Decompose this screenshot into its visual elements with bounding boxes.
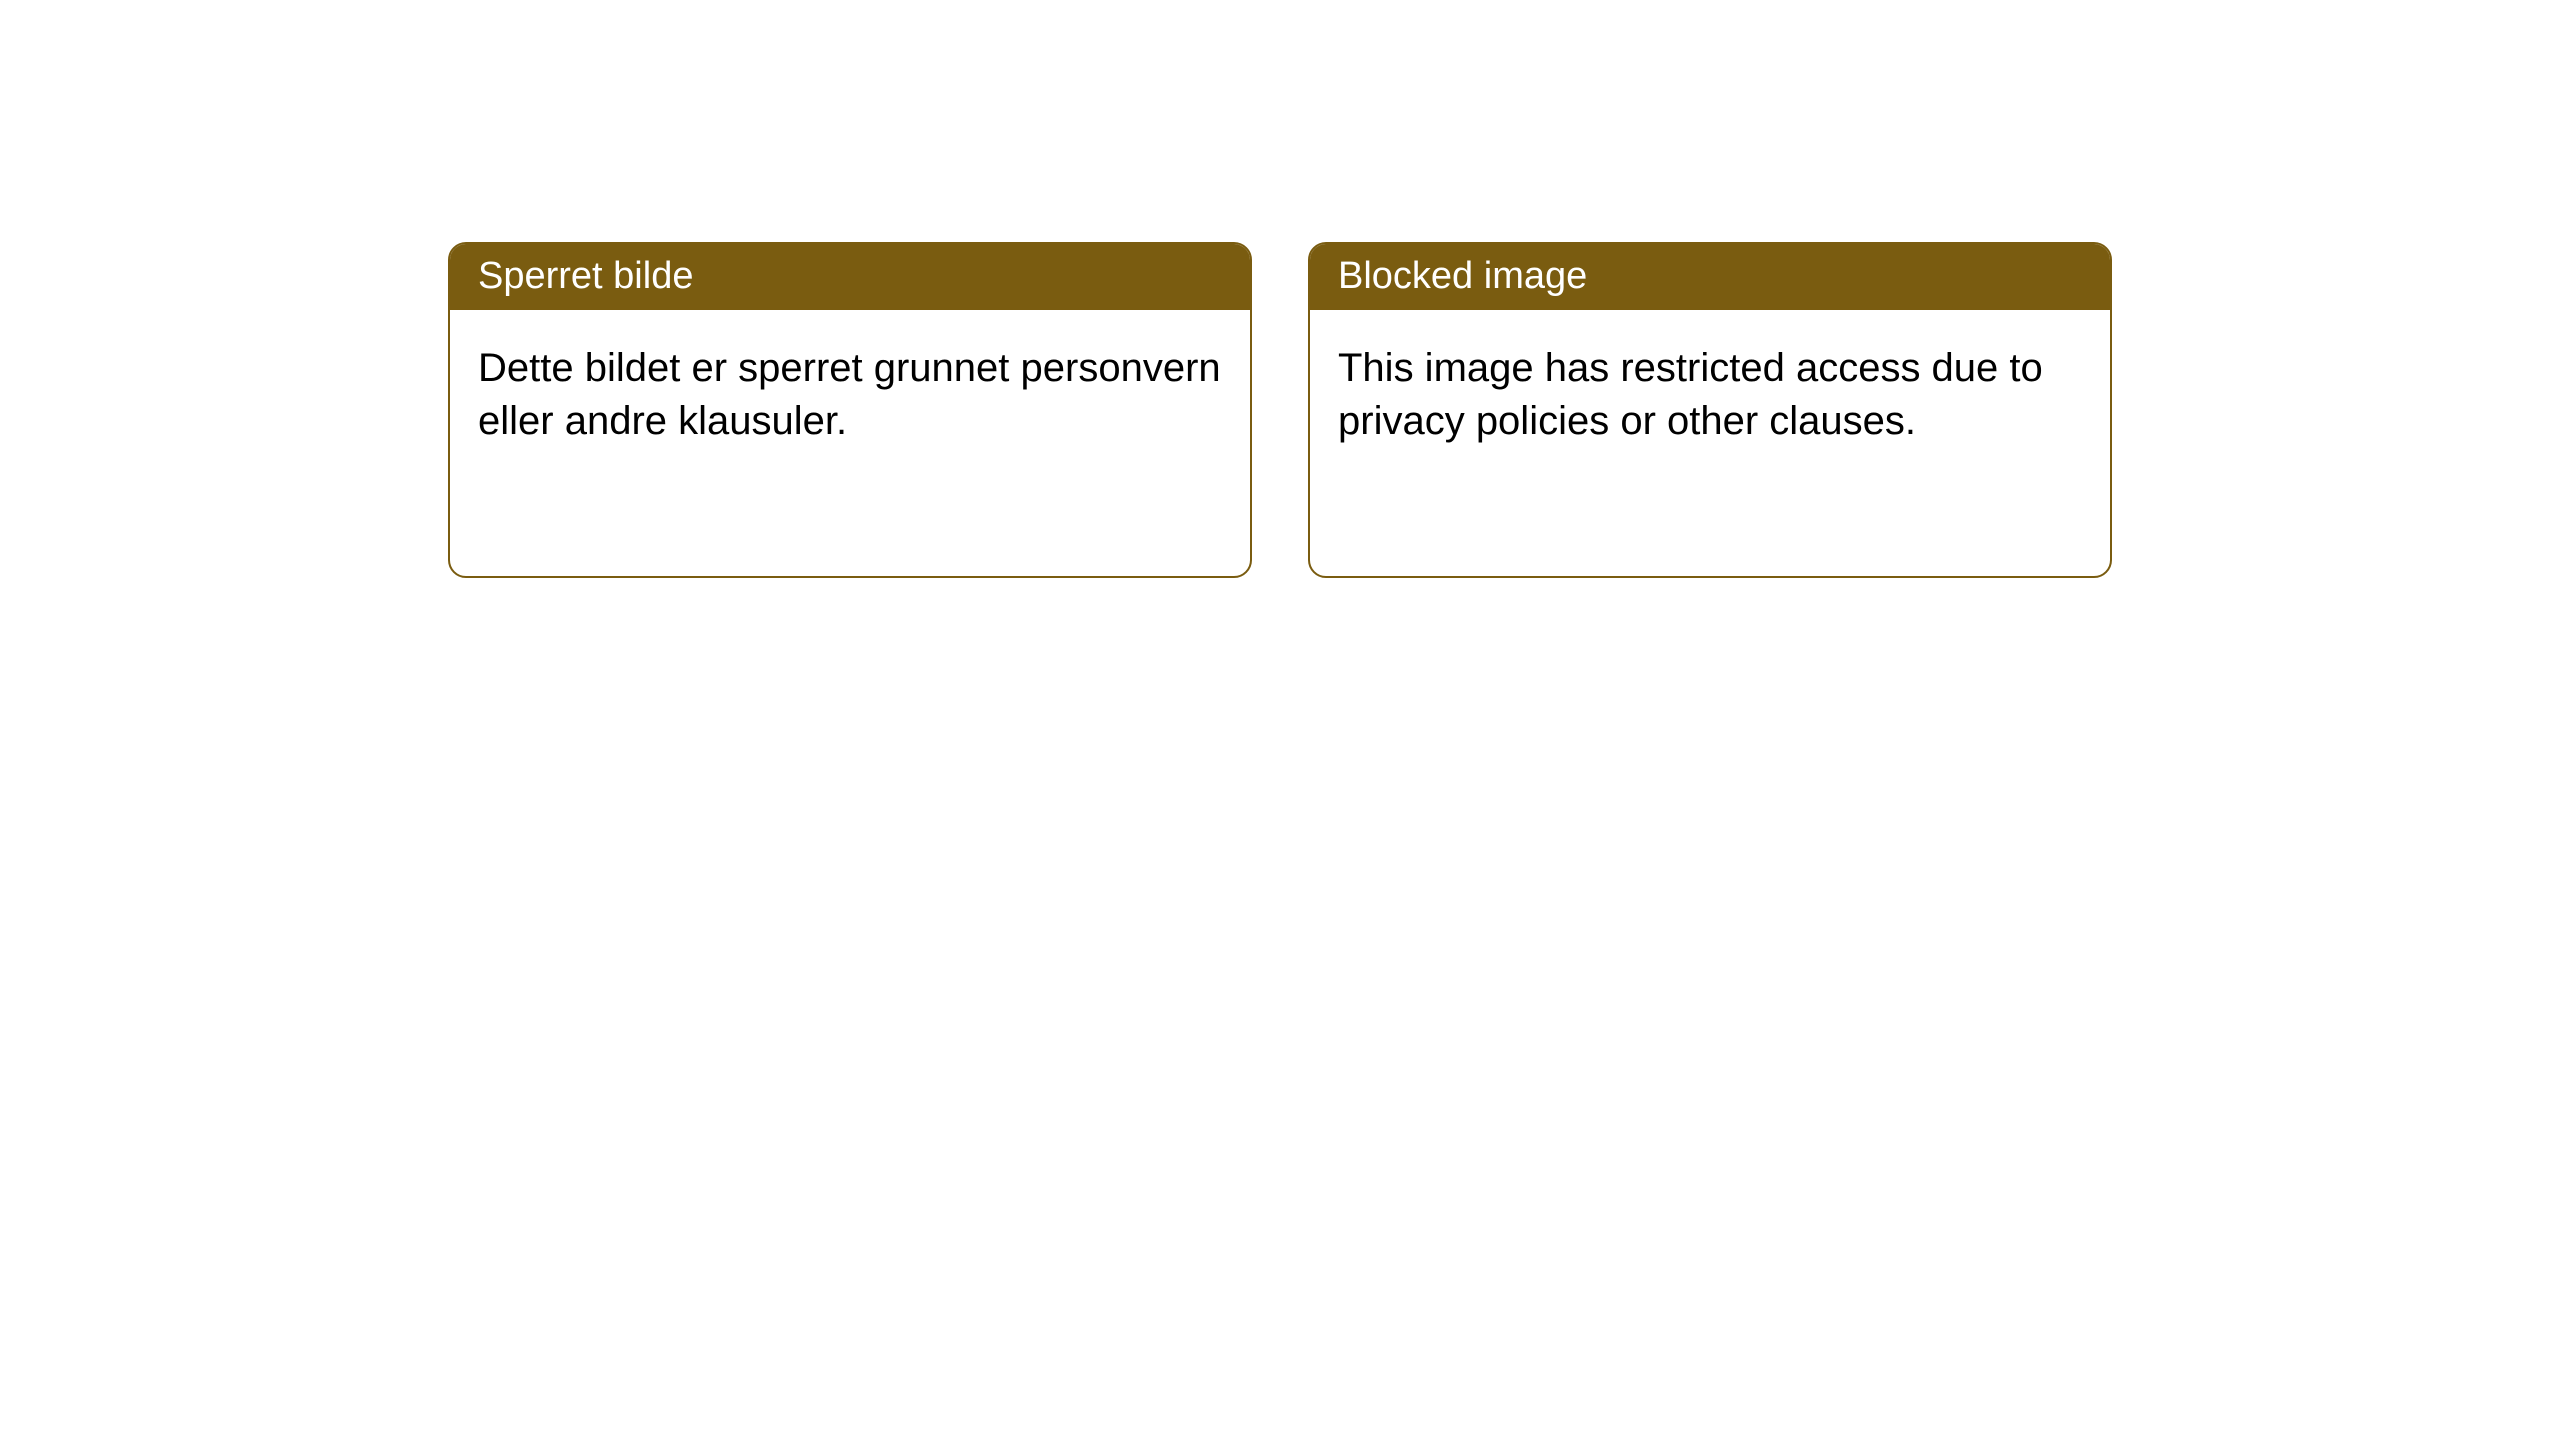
- blocked-image-cards: Sperret bilde Dette bildet er sperret gr…: [448, 242, 2560, 578]
- card-title: Blocked image: [1310, 244, 2110, 310]
- card-body: Dette bildet er sperret grunnet personve…: [450, 310, 1250, 480]
- blocked-image-card-norwegian: Sperret bilde Dette bildet er sperret gr…: [448, 242, 1252, 578]
- blocked-image-card-english: Blocked image This image has restricted …: [1308, 242, 2112, 578]
- card-title: Sperret bilde: [450, 244, 1250, 310]
- card-body: This image has restricted access due to …: [1310, 310, 2110, 480]
